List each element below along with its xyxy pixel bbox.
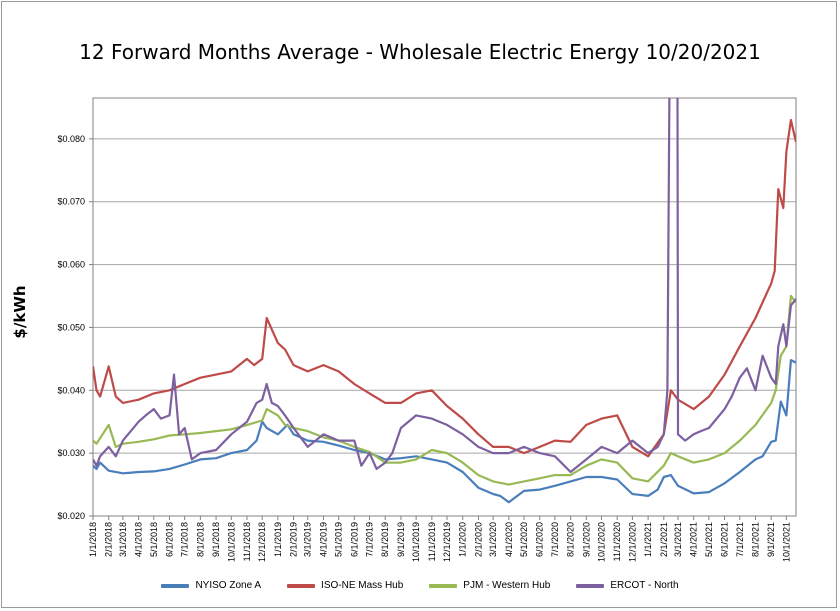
x-tick-label: 10/1/2021 [781,522,791,562]
legend: NYISO Zone A ISO-NE Mass Hub PJM - Weste… [0,580,840,591]
x-tick-label: 6/1/2019 [349,522,359,557]
x-tick-label: 1/1/2020 [458,522,468,557]
x-tick-label: 9/1/2020 [581,522,591,557]
series-line-pjm-western-hub [93,294,796,486]
x-tick-label: 7/1/2019 [365,522,375,557]
x-tick-label: 10/1/2018 [226,522,236,562]
x-tick-label: 9/1/2021 [766,522,776,557]
legend-item-nyiso: NYISO Zone A [161,580,261,591]
y-tick-label: $0.080 [57,134,85,144]
x-tick-label: 6/1/2020 [535,522,545,557]
x-tick-label: 3/1/2018 [118,522,128,557]
x-tick-label: 8/1/2018 [195,522,205,557]
x-tick-label: 2/1/2021 [659,522,669,557]
x-tick-label: 7/1/2020 [550,522,560,557]
x-tick-label: 4/1/2020 [504,522,514,557]
y-tick-label: $0.050 [57,322,85,332]
legend-item-ercot: ERCOT - North [576,580,679,591]
x-tick-label: 9/1/2018 [211,522,221,557]
y-tick-label: $0.040 [57,385,85,395]
x-tick-label: 4/1/2019 [318,522,328,557]
legend-swatch-ercot [576,583,605,588]
legend-label-ercot: ERCOT - North [610,580,679,591]
x-tick-label: 1/1/2018 [88,522,98,557]
legend-label-isone: ISO-NE Mass Hub [321,580,404,591]
x-tick-label: 9/1/2019 [396,522,406,557]
x-tick-label: 12/1/2019 [442,522,452,562]
x-tick-label: 3/1/2020 [488,522,498,557]
x-tick-label: 8/1/2019 [380,522,390,557]
series-line-ercot-north [93,98,796,474]
x-tick-label: 2/1/2018 [104,522,114,557]
y-tick-label: $0.020 [57,511,85,521]
x-tick-label: 6/1/2018 [164,522,174,557]
x-tick-label: 8/1/2020 [566,522,576,557]
x-tick-label: 3/1/2019 [303,522,313,557]
plot-area [92,97,797,517]
x-tick-label: 11/1/2020 [612,522,622,561]
x-tick-label: 5/1/2019 [334,522,344,557]
x-tick-label: 11/1/2018 [242,522,252,561]
y-tick-label: $0.030 [57,448,85,458]
legend-label-pjm: PJM - Western Hub [463,580,551,591]
x-tick-label: 5/1/2020 [519,522,529,557]
x-tick-label: 12/1/2020 [627,522,637,562]
x-tick-label: 3/1/2021 [673,522,683,557]
x-tick-label: 1/1/2019 [273,522,283,557]
x-tick-label: 12/1/2018 [257,522,267,562]
x-tick-label: 10/1/2020 [597,522,607,562]
x-tick-label: 2/1/2019 [289,522,299,557]
x-tick-label: 7/1/2018 [180,522,190,557]
legend-label-nyiso: NYISO Zone A [195,580,262,591]
x-tick-label: 10/1/2019 [411,522,421,562]
x-tick-label: 1/1/2021 [643,522,653,557]
x-tick-label: 2/1/2020 [473,522,483,557]
x-tick-label: 7/1/2021 [735,522,745,557]
x-tick-label: 5/1/2018 [149,522,159,557]
y-tick-label: $0.070 [57,197,85,207]
y-tick-label: $0.060 [57,260,85,270]
chart-title: 12 Forward Months Average - Wholesale El… [79,40,761,64]
x-tick-label: 8/1/2021 [750,522,760,557]
x-tick-label: 4/1/2018 [134,522,144,557]
legend-item-pjm: PJM - Western Hub [429,580,550,591]
x-tick-label: 11/1/2019 [427,522,437,561]
legend-swatch-isone [287,583,316,588]
x-tick-label: 4/1/2021 [689,522,699,557]
legend-item-isone: ISO-NE Mass Hub [287,580,403,591]
series-line-nyiso-zone-a [93,359,796,504]
legend-swatch-pjm [429,583,458,588]
legend-swatch-nyiso [161,583,190,588]
x-tick-label: 6/1/2021 [720,522,730,557]
series-line-iso-ne-mass-hub [93,118,796,458]
x-tick-label: 5/1/2021 [704,522,714,557]
